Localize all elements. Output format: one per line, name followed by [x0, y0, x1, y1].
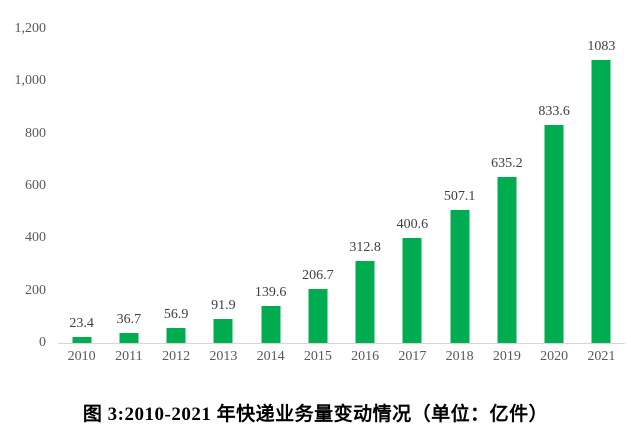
bar-slot: 91.9 [200, 29, 247, 343]
x-axis-tick-label: 2021 [587, 349, 616, 364]
bar-slot: 635.2 [483, 29, 530, 343]
bar [544, 124, 564, 343]
bar-slot: 56.9 [153, 29, 200, 343]
bar-value-label: 507.1 [443, 189, 476, 205]
bar-value-label: 1083 [587, 38, 616, 54]
bar-chart: 0 200 400 600 800 1,000 1,200 23.4 36.7 56.9 9… [0, 0, 625, 375]
bar-value-label: 833.6 [538, 103, 570, 119]
x-axis-tick-label: 2016 [351, 349, 380, 364]
bar-value-label: 56.9 [163, 307, 189, 323]
bar [402, 238, 422, 343]
bar-slot: 36.7 [105, 29, 152, 343]
bar [166, 328, 186, 343]
x-axis-tick-label: 2012 [162, 349, 191, 364]
y-axis: 0 200 400 600 800 1,000 1,200 [0, 0, 50, 375]
x-axis-tick-label: 2020 [540, 349, 569, 364]
bar-slot: 139.6 [247, 29, 294, 343]
x-axis-tick-label: 2011 [115, 349, 143, 364]
x-axis-tick-label: 2010 [67, 349, 96, 364]
bar-value-label: 206.7 [302, 267, 334, 283]
bar [72, 336, 92, 343]
plot-area: 23.4 36.7 56.9 91.9 139.6 206.7 312.8 40… [58, 29, 625, 344]
bar-value-label: 91.9 [211, 297, 236, 313]
bar [591, 59, 611, 343]
y-axis-tick-label: 1,000 [14, 73, 47, 89]
bar [213, 318, 233, 343]
bar-slot: 507.1 [436, 29, 483, 343]
y-axis-tick-label: 0 [39, 335, 46, 350]
bar-value-label: 635.2 [491, 155, 523, 171]
bar [261, 306, 281, 343]
bar [308, 288, 328, 343]
bar-value-label: 139.6 [254, 285, 287, 301]
y-axis-tick-label: 400 [25, 230, 46, 246]
bar [355, 261, 375, 343]
y-axis-tick-label: 800 [25, 125, 46, 141]
x-axis: 2010 2011 2012 2013 2014 2015 2016 2017 2018 2019… [58, 349, 625, 371]
x-axis-tick-label: 2019 [492, 349, 521, 364]
y-axis-tick-label: 1,200 [14, 21, 47, 36]
x-axis-tick-label: 2013 [209, 349, 238, 364]
bar-slot: 400.6 [389, 29, 436, 343]
bar-slot: 206.7 [294, 29, 341, 343]
x-axis-tick-label: 2014 [256, 349, 285, 364]
bar-slot: 833.6 [531, 29, 578, 343]
bar-slot: 312.8 [342, 29, 389, 343]
bar [119, 333, 139, 343]
bar [497, 176, 517, 343]
x-axis-tick-label: 2017 [398, 349, 427, 364]
bar-value-label: 23.4 [69, 315, 94, 331]
bar-slot: 23.4 [58, 29, 105, 343]
x-axis-tick-label: 2018 [445, 349, 474, 364]
bar [450, 210, 470, 343]
bar-slot: 1083 [578, 29, 625, 343]
bar-value-label: 400.6 [396, 217, 429, 233]
y-axis-tick-label: 600 [25, 178, 46, 193]
bar-value-label: 312.8 [349, 240, 381, 256]
x-axis-tick-label: 2015 [303, 349, 332, 364]
bar-value-label: 36.7 [116, 312, 142, 328]
chart-caption: 图 3:2010-2021 年快递业务量变动情况（单位：亿件） [82, 404, 549, 425]
y-axis-tick-label: 200 [25, 282, 46, 298]
